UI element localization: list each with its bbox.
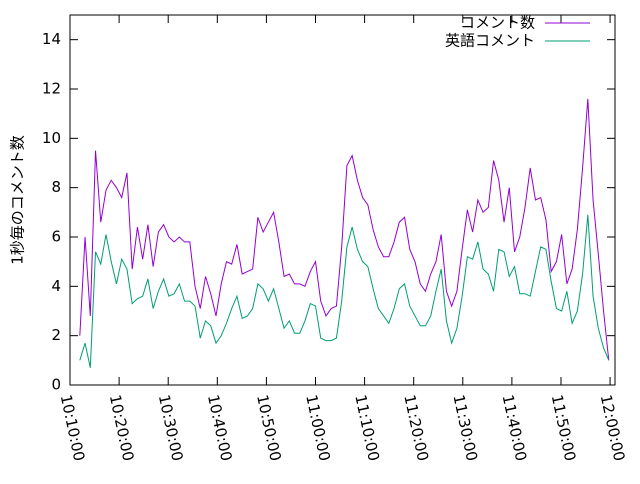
- y-axis-label: 1秒毎のコメント数: [9, 135, 27, 265]
- series-line: [79, 214, 610, 368]
- y-tick-label: 4: [51, 277, 61, 295]
- y-tick-label: 0: [51, 376, 61, 394]
- y-tick-label: 12: [42, 80, 61, 98]
- y-tick-label: 10: [42, 129, 61, 147]
- y-tick-label: 2: [51, 326, 61, 344]
- y-tick-label: 6: [51, 228, 61, 246]
- legend-label: コメント数: [460, 14, 535, 32]
- y-tick-label: 14: [42, 30, 61, 48]
- series-line: [79, 98, 610, 361]
- y-tick-label: 8: [51, 178, 61, 196]
- legend-label: 英語コメント: [445, 32, 535, 50]
- plot-frame: [69, 14, 616, 386]
